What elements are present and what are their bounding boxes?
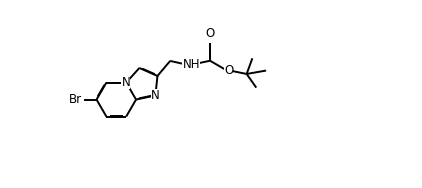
Text: O: O xyxy=(206,27,215,40)
Text: N: N xyxy=(151,89,160,102)
Text: O: O xyxy=(224,64,233,77)
Text: Br: Br xyxy=(69,93,82,106)
Text: N: N xyxy=(122,76,130,89)
Text: NH: NH xyxy=(182,58,200,71)
